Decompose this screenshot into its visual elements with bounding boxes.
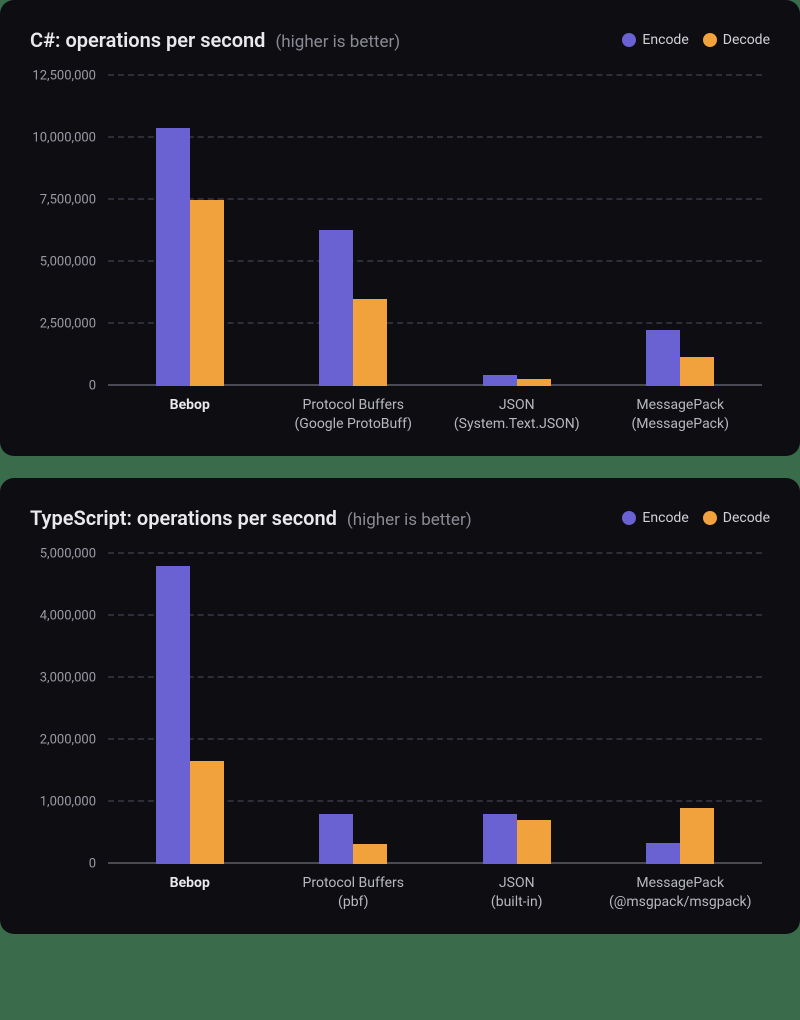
bar-encode	[319, 814, 353, 864]
x-label-main: Bebop	[170, 875, 210, 891]
legend-swatch-encode	[622, 511, 636, 525]
x-label-sub: (MessagePack)	[599, 415, 763, 434]
legend: Encode Decode	[622, 510, 770, 526]
x-label-main: Protocol Buffers	[303, 875, 404, 891]
legend-item-encode: Encode	[622, 510, 688, 526]
bar-group	[435, 76, 599, 386]
chart-area: 02,500,0005,000,0007,500,00010,000,00012…	[108, 76, 762, 386]
bar-group	[599, 76, 763, 386]
bar-encode	[646, 330, 680, 386]
bar-decode	[517, 820, 551, 863]
x-label-sub: (System.Text.JSON)	[435, 415, 599, 434]
legend-item-decode: Decode	[703, 32, 770, 48]
bar-decode	[680, 808, 714, 864]
y-tick-label: 0	[89, 856, 108, 871]
title-wrap: TypeScript: operations per second (higher…	[30, 506, 472, 530]
bar-encode	[646, 843, 680, 863]
y-tick-label: 2,500,000	[40, 317, 108, 332]
x-label-sub: (Google ProtoBuff)	[272, 415, 436, 434]
y-tick-label: 3,000,000	[40, 670, 108, 685]
title-wrap: C#: operations per second (higher is bett…	[30, 28, 400, 52]
bar-encode	[319, 230, 353, 386]
chart-subtitle: (higher is better)	[347, 510, 472, 530]
x-label-main: JSON	[499, 875, 535, 891]
x-label-sub: (built-in)	[435, 893, 599, 912]
x-label-sub: (@msgpack/msgpack)	[599, 893, 763, 912]
bar-group	[435, 554, 599, 864]
x-label-main: Bebop	[170, 397, 210, 413]
x-label: Protocol Buffers (Google ProtoBuff)	[272, 396, 436, 434]
y-tick-label: 12,500,000	[32, 69, 108, 84]
y-tick-label: 7,500,000	[40, 193, 108, 208]
x-label: MessagePack (MessagePack)	[599, 396, 763, 434]
bar-encode	[156, 566, 190, 864]
legend-label-encode: Encode	[642, 510, 688, 526]
x-label: JSON (built-in)	[435, 874, 599, 912]
legend-label-encode: Encode	[642, 32, 688, 48]
y-tick-label: 2,000,000	[40, 732, 108, 747]
x-label-main: MessagePack	[636, 875, 724, 891]
y-tick-label: 4,000,000	[40, 608, 108, 623]
y-tick-label: 0	[89, 379, 108, 394]
x-label: MessagePack (@msgpack/msgpack)	[599, 874, 763, 912]
legend-item-encode: Encode	[622, 32, 688, 48]
legend-label-decode: Decode	[723, 510, 770, 526]
y-tick-label: 10,000,000	[32, 131, 108, 146]
legend-label-decode: Decode	[723, 32, 770, 48]
bars-container	[108, 554, 762, 864]
bar-decode	[680, 357, 714, 386]
x-label-sub: (pbf)	[272, 893, 436, 912]
legend-swatch-decode	[703, 511, 717, 525]
x-label-main: JSON	[499, 397, 535, 413]
chart-panel: TypeScript: operations per second (higher…	[0, 478, 800, 934]
legend: Encode Decode	[622, 32, 770, 48]
x-label-main: MessagePack	[636, 397, 724, 413]
bar-group	[272, 554, 436, 864]
legend-swatch-decode	[703, 33, 717, 47]
x-labels: Bebop Protocol Buffers (pbf) JSON (built-in)…	[108, 874, 762, 912]
bar-decode	[353, 299, 387, 386]
chart-panel: C#: operations per second (higher is bett…	[0, 0, 800, 456]
legend-swatch-encode	[622, 33, 636, 47]
x-label: JSON (System.Text.JSON)	[435, 396, 599, 434]
chart-header: TypeScript: operations per second (higher…	[30, 506, 770, 530]
x-label: Protocol Buffers (pbf)	[272, 874, 436, 912]
bar-group	[599, 554, 763, 864]
chart-header: C#: operations per second (higher is bett…	[30, 28, 770, 52]
x-label: Bebop	[108, 874, 272, 912]
y-tick-label: 5,000,000	[40, 546, 108, 561]
bar-decode	[190, 200, 224, 386]
bar-decode	[353, 844, 387, 864]
chart-title: C#: operations per second	[30, 28, 265, 52]
bar-encode	[483, 375, 517, 386]
x-labels: BebopProtocol Buffers(Google ProtoBuff)J…	[108, 396, 762, 434]
chart-subtitle: (higher is better)	[275, 32, 400, 52]
bar-group	[108, 76, 272, 386]
bar-group	[108, 554, 272, 864]
bar-encode	[483, 814, 517, 864]
chart-title: TypeScript: operations per second	[30, 506, 337, 530]
bars-container	[108, 76, 762, 386]
y-tick-label: 1,000,000	[40, 794, 108, 809]
bar-decode	[517, 379, 551, 386]
bar-encode	[156, 128, 190, 386]
y-tick-label: 5,000,000	[40, 255, 108, 270]
x-label: Bebop	[108, 396, 272, 434]
bar-group	[272, 76, 436, 386]
legend-item-decode: Decode	[703, 510, 770, 526]
x-label-main: Protocol Buffers	[303, 397, 404, 413]
bar-decode	[190, 761, 224, 863]
chart-area: 01,000,0002,000,0003,000,0004,000,0005,0…	[108, 554, 762, 864]
